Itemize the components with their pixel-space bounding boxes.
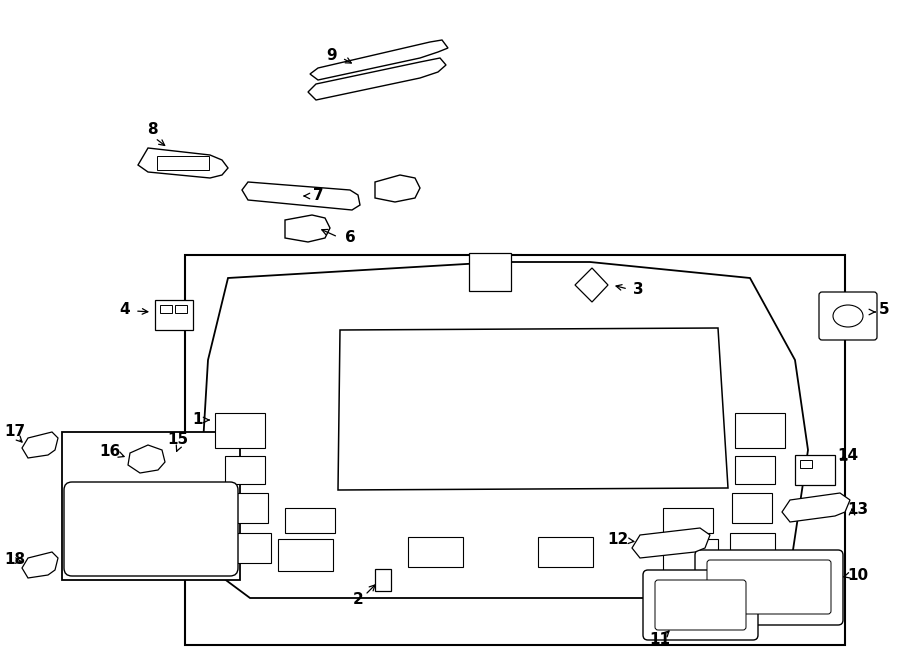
Bar	[800, 460, 812, 468]
Bar	[185, 255, 845, 645]
Bar	[215, 412, 265, 447]
Bar	[735, 456, 775, 484]
Polygon shape	[128, 445, 165, 473]
FancyBboxPatch shape	[695, 550, 843, 625]
Text: 11: 11	[650, 633, 670, 648]
FancyBboxPatch shape	[64, 482, 238, 576]
Text: 12: 12	[608, 533, 628, 547]
FancyBboxPatch shape	[655, 580, 746, 630]
Text: 4: 4	[120, 303, 130, 317]
Bar	[735, 412, 785, 447]
Bar	[663, 508, 713, 533]
Polygon shape	[138, 148, 228, 178]
Polygon shape	[632, 528, 710, 558]
Text: 10: 10	[848, 568, 868, 582]
Bar	[228, 493, 268, 523]
Bar	[157, 156, 209, 170]
Bar	[226, 533, 271, 563]
Bar	[730, 533, 775, 563]
Polygon shape	[308, 58, 446, 100]
Text: 13: 13	[848, 502, 868, 518]
Bar	[62, 432, 240, 580]
Bar	[469, 253, 511, 291]
Text: 6: 6	[345, 231, 356, 245]
Polygon shape	[202, 262, 808, 598]
Bar	[662, 539, 717, 571]
Bar	[285, 508, 335, 533]
Text: 1: 1	[193, 412, 203, 428]
Polygon shape	[575, 268, 608, 302]
Bar	[537, 537, 592, 567]
Text: 17: 17	[4, 424, 25, 440]
FancyBboxPatch shape	[707, 560, 831, 614]
Text: 3: 3	[633, 282, 643, 297]
Polygon shape	[782, 493, 850, 522]
Bar	[160, 305, 172, 313]
Polygon shape	[242, 182, 360, 210]
Bar	[795, 455, 835, 485]
Bar	[277, 539, 332, 571]
Text: 5: 5	[878, 303, 889, 317]
Text: 18: 18	[4, 553, 25, 568]
Polygon shape	[338, 328, 728, 490]
Bar	[225, 456, 265, 484]
Polygon shape	[375, 175, 420, 202]
Bar	[375, 569, 391, 591]
Polygon shape	[310, 40, 448, 80]
Bar	[155, 300, 193, 330]
Bar	[408, 537, 463, 567]
Polygon shape	[285, 215, 330, 242]
Text: 15: 15	[167, 432, 189, 447]
Text: 14: 14	[837, 447, 859, 463]
Bar	[732, 493, 772, 523]
Text: 2: 2	[353, 592, 364, 607]
Polygon shape	[22, 552, 58, 578]
Text: 7: 7	[312, 188, 323, 204]
Text: 8: 8	[147, 122, 158, 137]
Ellipse shape	[833, 305, 863, 327]
Bar	[175, 305, 187, 313]
Text: 16: 16	[99, 444, 121, 459]
Polygon shape	[22, 432, 58, 458]
FancyBboxPatch shape	[819, 292, 877, 340]
Text: 9: 9	[327, 48, 338, 63]
FancyBboxPatch shape	[643, 570, 758, 640]
